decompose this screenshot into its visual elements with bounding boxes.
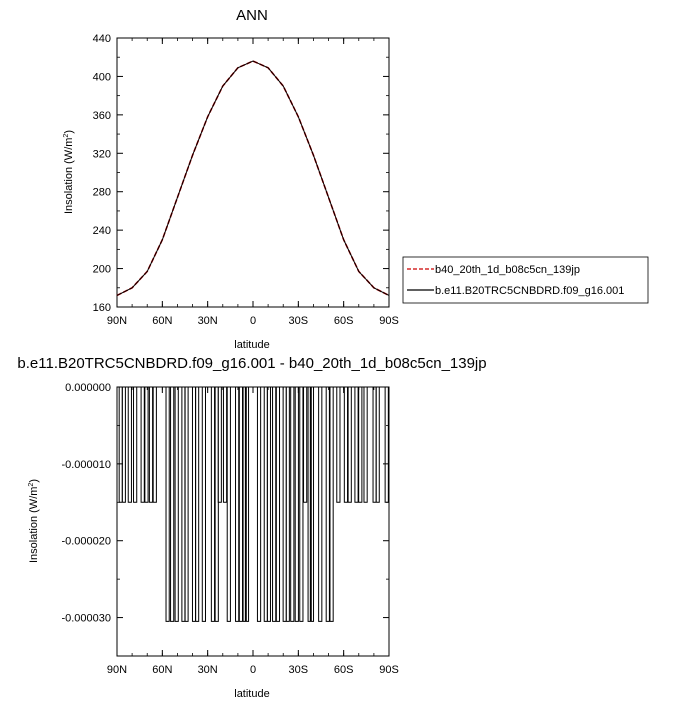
top-series-line-2 [116,60,390,296]
legend-box [402,256,649,304]
top-y-tick-label: 320 [93,148,111,160]
bottom-panel: b.e11.B20TRC5CNBDRD.f09_g16.001 - b40_20… [17,355,486,700]
top-x-tick-label: 30S [289,315,309,327]
bottom-series-line-1 [117,386,389,622]
bottom-y-axis-label: Insolation (W/m2) [28,479,40,563]
bottom-x-axis-label: latitude [234,688,269,700]
bottom-chart-title: b.e11.B20TRC5CNBDRD.f09_g16.001 - b40_20… [17,355,486,372]
top-x-tick-label: 0 [250,315,256,327]
bottom-y-tick-label: -0.000010 [61,459,111,471]
legend-label-series-2: b.e11.B20TRC5CNBDRD.f09_g16.001 [435,285,624,297]
top-chart-title: ANN [236,7,268,24]
bottom-x-tick-label: 60N [152,664,172,676]
top-y-tick-label: 200 [93,264,111,276]
bottom-y-tick-label: -0.000020 [61,536,111,548]
top-y-tick-label: 280 [93,187,111,199]
top-y-tick-label: 400 [93,71,111,83]
top-x-tick-label: 60N [152,315,172,327]
top-y-tick-label: 240 [93,225,111,237]
top-x-tick-label: 90N [107,315,127,327]
bottom-x-tick-label: 30S [289,664,309,676]
top-y-axis-label: Insolation (W/m2) [63,130,75,214]
top-y-tick-label: 440 [93,33,111,45]
bottom-x-tick-label: 90S [379,664,399,676]
bottom-x-tick-label: 60S [334,664,354,676]
top-plot-area: 90N 60N 30N 0 30S 60S 90S 160 200 240 280 320 360 400… [93,33,399,327]
top-x-axis-label: latitude [234,339,269,351]
top-x-tick-label: 90S [379,315,399,327]
bottom-plot-area: 90N 60N 30N 0 30S 60S 90S 0.000000 -0.000010 -0.0… [61,382,398,676]
bottom-y-tick-label: -0.000030 [61,613,111,625]
bottom-x-tick-label: 30N [198,664,218,676]
top-y-tick-label: 360 [93,110,111,122]
top-series-line-1 [116,60,390,297]
bottom-x-tick-label: 0 [250,664,256,676]
top-x-tick-label: 30N [198,315,218,327]
top-x-tick-label: 60S [334,315,354,327]
bottom-y-tick-label: 0.000000 [65,382,111,394]
top-panel: ANN 90N 60N 30N 0 30S 60S 90S 160 200 240 280 320 36… [63,7,399,351]
bottom-x-tick-label: 90N [107,664,127,676]
top-y-tick-label: 160 [93,302,111,314]
legend: b40_20th_1d_b08c5cn_139jp b.e11.B20TRC5C… [402,256,649,304]
legend-label-series-1: b40_20th_1d_b08c5cn_139jp [435,264,580,276]
top-plot-frame [116,37,390,308]
